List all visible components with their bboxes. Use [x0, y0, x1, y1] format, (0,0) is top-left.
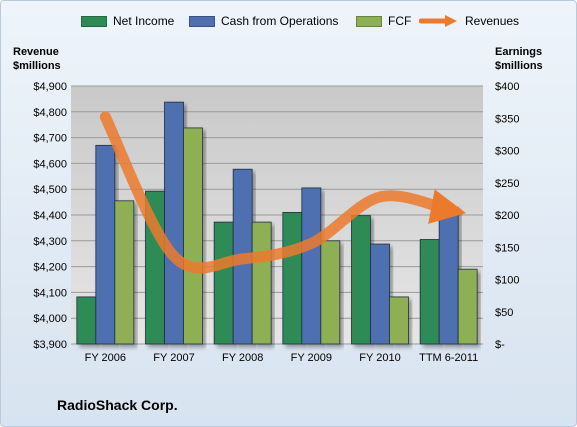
right-tick-label: $150 [495, 242, 519, 254]
company-name: RadioShack Corp. [57, 397, 178, 413]
bar-fcf [457, 268, 478, 345]
bar-fcf [320, 240, 341, 345]
bar-net-income [213, 221, 234, 345]
bar-cash-from-operations [438, 206, 459, 345]
left-axis-title-line-1: Revenue [13, 46, 59, 58]
right-axis-title-line-1: Earnings [495, 46, 543, 58]
bar-fcf [114, 200, 135, 345]
legend-arrow-icon [419, 15, 457, 27]
bar-cash-from-operations [301, 187, 322, 345]
bar-fcf [389, 296, 409, 345]
right-tick-label: $400 [495, 81, 519, 93]
right-tick-label: $200 [495, 210, 519, 222]
legend-item-revenues: Revenues [419, 11, 519, 31]
legend-item-net-income: Net Income [81, 11, 174, 31]
right-axis-title-line-2: $millions [495, 60, 543, 72]
legend-swatch-fcf [356, 15, 382, 27]
bar-cash-from-operations [95, 144, 116, 345]
x-tick-label: FY 2009 [291, 352, 332, 364]
x-tick-label: FY 2010 [359, 352, 400, 364]
left-tick-label: $4,300 [33, 236, 67, 248]
left-tick-label: $3,900 [33, 339, 67, 351]
left-tick-label: $4,200 [33, 262, 67, 274]
left-tick-label: $4,100 [33, 287, 67, 299]
revenues-line [99, 111, 466, 274]
bar-net-income [419, 239, 440, 345]
left-axis-title: Revenue $millions [13, 45, 61, 73]
bar-cash-from-operations [370, 243, 390, 345]
bar-cash-from-operations [164, 101, 184, 345]
legend: Net Income Cash from Operations FCF Reve… [1, 11, 576, 31]
left-tick-label: $4,700 [33, 133, 67, 145]
left-axis-title-line-2: $millions [13, 60, 61, 72]
left-tick-label: $4,400 [33, 210, 67, 222]
right-tick-label: $300 [495, 146, 519, 158]
x-tick-label: FY 2006 [85, 352, 126, 364]
bar-fcf [251, 221, 272, 345]
right-tick-label: $- [495, 339, 505, 351]
x-tick-label: FY 2007 [153, 352, 194, 364]
bar-net-income [76, 296, 97, 345]
bar-net-income [282, 212, 303, 345]
legend-label-net-income: Net Income [113, 14, 175, 28]
x-tick-label: TTM 6-2011 [419, 352, 478, 364]
right-axis-title: Earnings $millions [495, 45, 543, 73]
right-tick-label: $50 [495, 307, 513, 319]
bar-fcf [183, 127, 203, 345]
legend-label-fcf: FCF [388, 14, 412, 28]
left-tick-label: $4,800 [33, 107, 67, 119]
legend-swatch-net-income [81, 15, 107, 27]
x-tick-label: FY 2008 [222, 352, 263, 364]
right-tick-label: $350 [495, 113, 519, 125]
right-tick-label: $250 [495, 178, 519, 190]
legend-swatch-cash-from-operations [189, 15, 215, 27]
legend-label-cash-from-operations: Cash from Operations [221, 14, 339, 28]
right-tick-label: $100 [495, 275, 519, 287]
left-tick-label: $4,000 [33, 313, 67, 325]
bar-net-income [351, 215, 371, 345]
left-tick-label: $4,900 [33, 81, 67, 93]
left-tick-label: $4,500 [33, 184, 67, 196]
left-tick-label: $4,600 [33, 158, 67, 170]
legend-label-revenues: Revenues [465, 14, 520, 28]
legend-item-cash-from-operations: Cash from Operations [189, 11, 338, 31]
legend-item-fcf: FCF [356, 11, 411, 31]
